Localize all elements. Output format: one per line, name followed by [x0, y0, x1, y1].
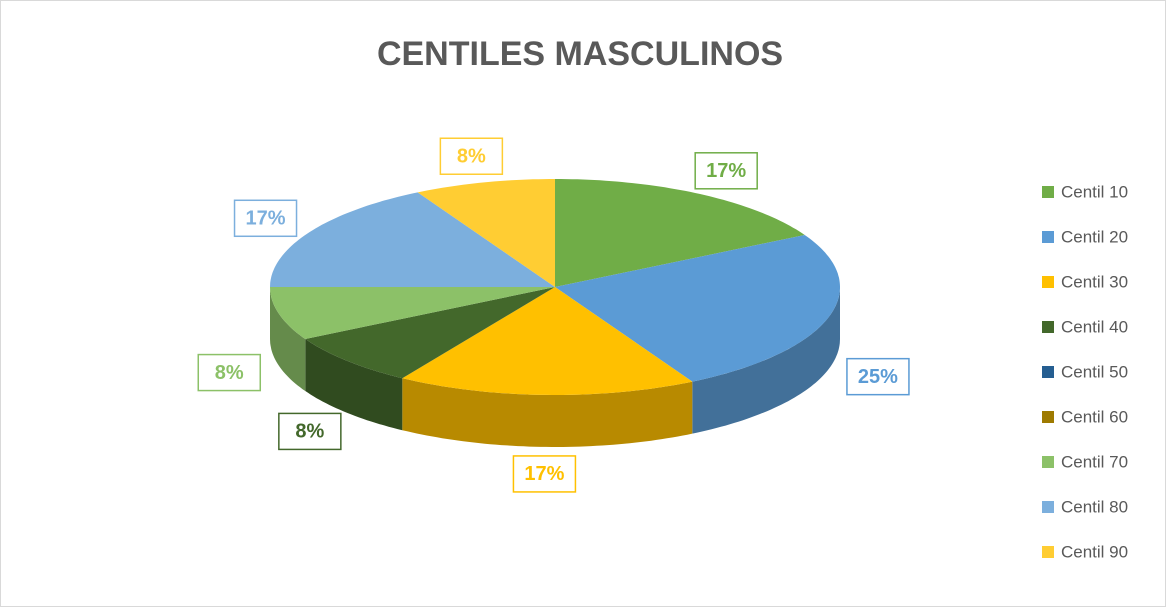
- data-label-box: [197, 353, 262, 392]
- legend-label: Centil 20: [1061, 227, 1128, 246]
- data-labels: 17% 25% 17% 8% 8% 17% 8%: [197, 137, 910, 493]
- legend-label: Centil 30: [1061, 272, 1128, 291]
- data-label-box: [846, 357, 910, 396]
- legend-marker: [1042, 501, 1054, 513]
- data-label-box: [694, 152, 758, 190]
- legend-marker: [1042, 411, 1054, 423]
- pie-tops: [270, 179, 840, 395]
- data-label-box: [439, 137, 504, 175]
- legend-label: Centil 10: [1061, 182, 1128, 201]
- data-label-box: [233, 199, 298, 238]
- legend-marker: [1042, 321, 1054, 333]
- data-label: 8%: [215, 362, 244, 384]
- pie-slice: [270, 287, 555, 339]
- pie-slice-side: [692, 287, 840, 434]
- pie-sides: [270, 287, 840, 447]
- chart-title: CENTILES MASCULINOS: [377, 35, 783, 73]
- data-label: 25%: [858, 366, 898, 388]
- legend-marker: [1042, 186, 1054, 198]
- pie-slice: [402, 287, 693, 395]
- pie-slice-side: [402, 378, 693, 447]
- data-label: 8%: [295, 421, 324, 443]
- legend-label: Centil 50: [1061, 362, 1128, 381]
- pie-slice: [305, 287, 555, 379]
- pie-slice-side: [270, 287, 306, 391]
- legend-label: Centil 60: [1061, 407, 1128, 426]
- pie-slice: [555, 179, 805, 287]
- legend-label: Centil 70: [1061, 452, 1128, 471]
- legend-marker: [1042, 231, 1054, 243]
- data-label: 17%: [706, 160, 746, 182]
- data-label: 17%: [246, 208, 286, 230]
- pie-slice: [555, 235, 840, 382]
- data-label: 8%: [457, 146, 486, 168]
- pie-slice: [270, 192, 555, 287]
- pie-slice-side: [305, 339, 403, 431]
- data-label: 17%: [524, 463, 564, 485]
- legend-marker: [1042, 546, 1054, 558]
- pie-slice: [417, 179, 555, 287]
- legend-label: Centil 40: [1061, 317, 1128, 336]
- data-label-box: [512, 455, 577, 493]
- legend-label: Centil 90: [1061, 542, 1128, 561]
- legend-label: Centil 80: [1061, 497, 1128, 516]
- legend-marker: [1042, 456, 1054, 468]
- legend-marker: [1042, 276, 1054, 288]
- data-label-box: [278, 412, 342, 451]
- legend-marker: [1042, 366, 1054, 378]
